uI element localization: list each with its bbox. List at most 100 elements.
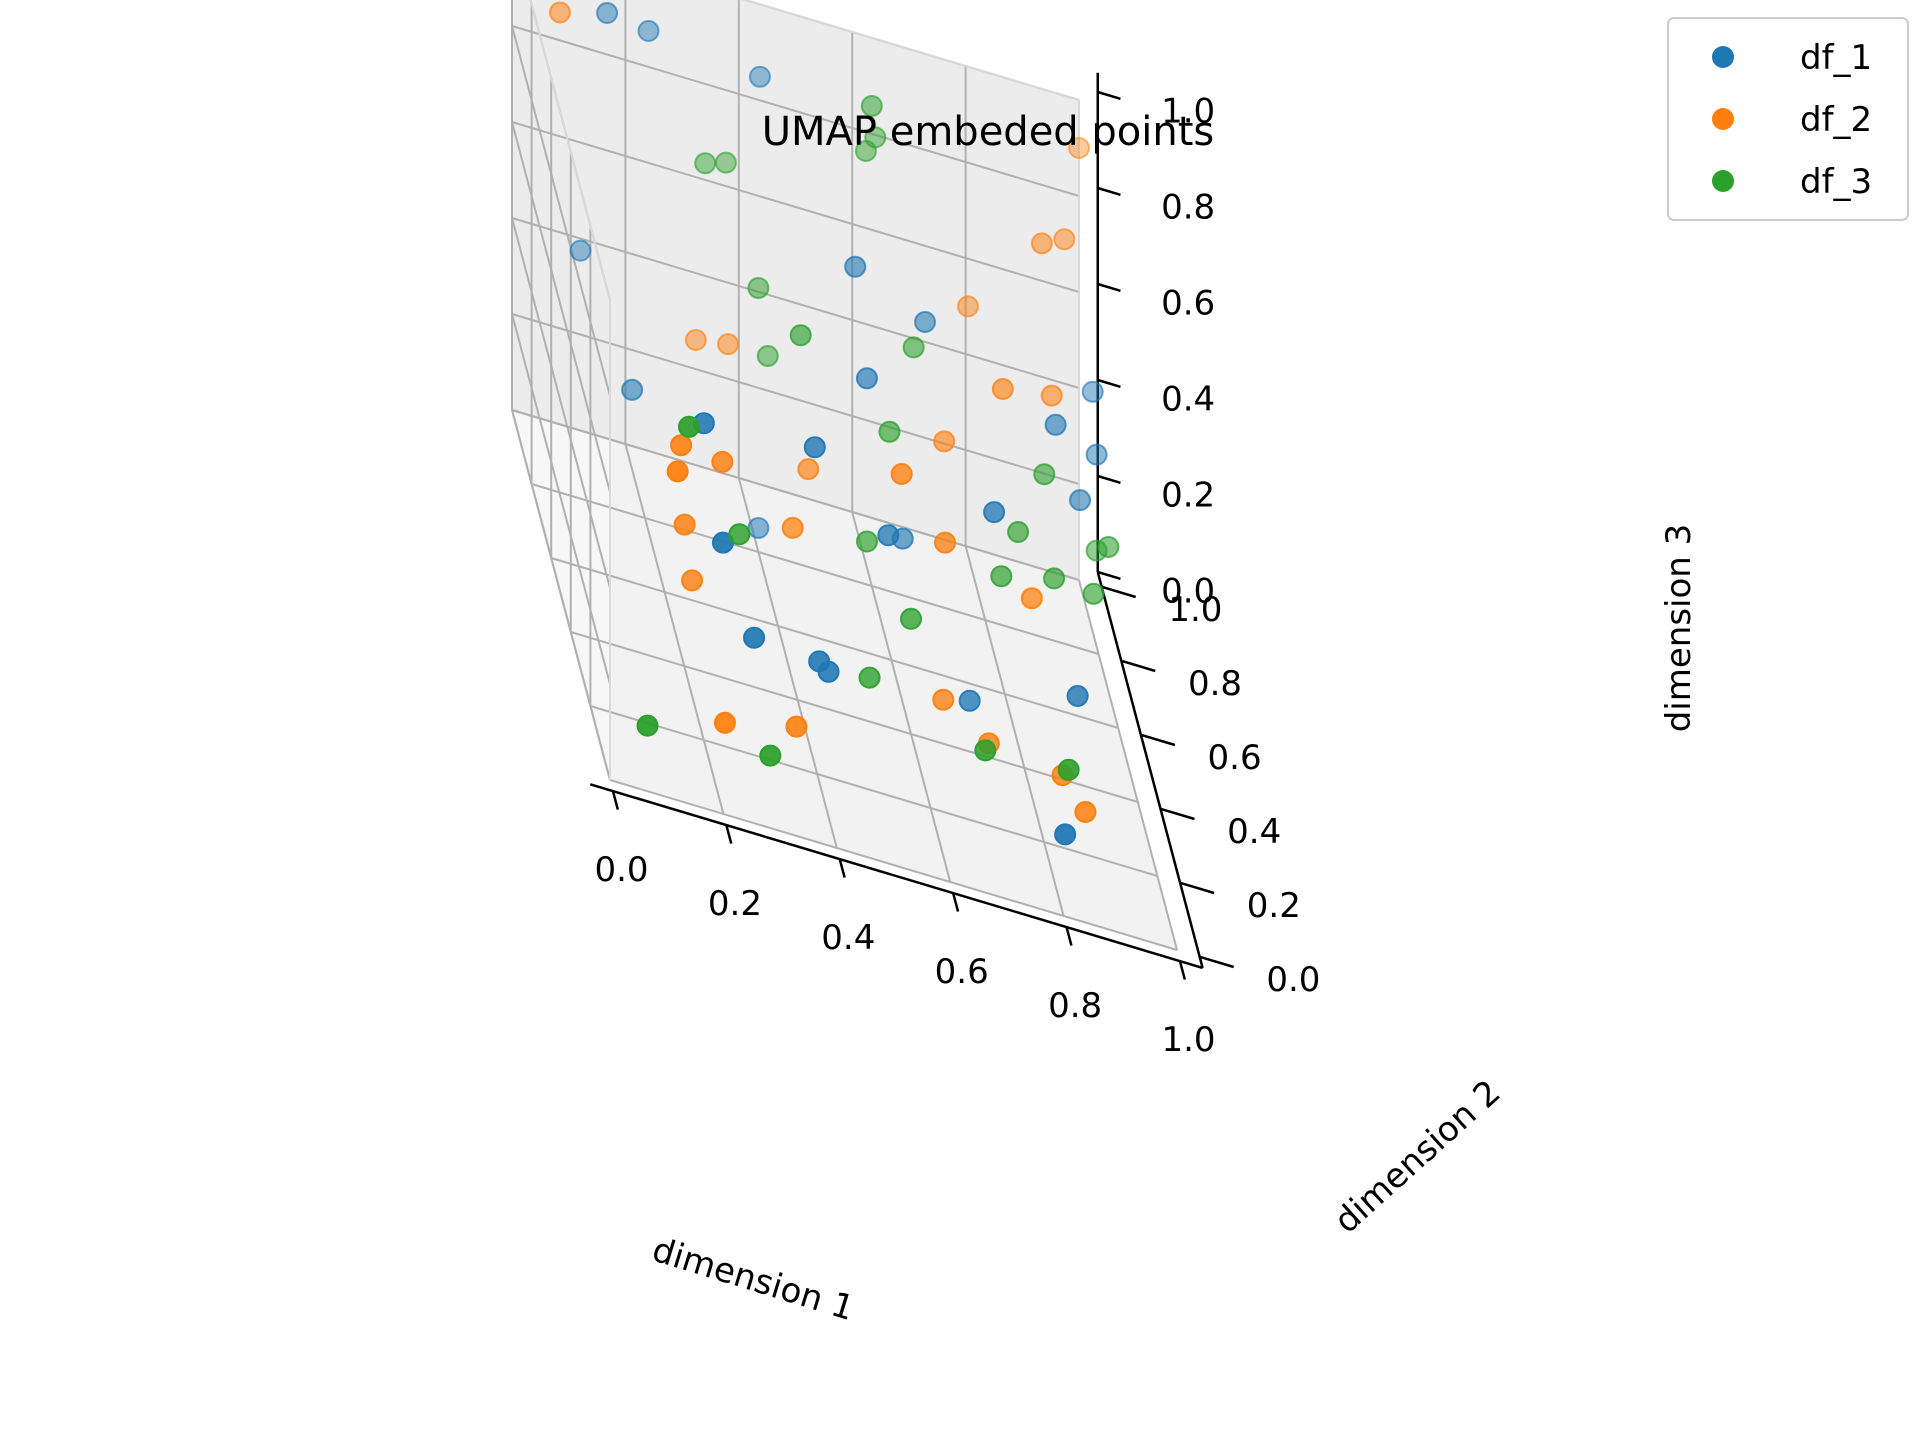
- grid-line: [531, 483, 1099, 655]
- y-tick: [1179, 881, 1215, 895]
- data-point-df-3: [789, 324, 812, 347]
- y-axis-label: dimension 2: [1327, 1072, 1509, 1241]
- data-point-df-2: [1074, 801, 1097, 823]
- data-point-df-1: [1044, 413, 1067, 436]
- data-point-df-3: [974, 739, 997, 762]
- data-point-df-1: [855, 367, 878, 390]
- data-point-df-3: [878, 420, 901, 443]
- x-tick-label: 0.2: [708, 884, 762, 924]
- z-tick-label: 0.0: [1161, 572, 1215, 612]
- y-tick-label: 0.6: [1208, 738, 1262, 778]
- grid-line: [511, 217, 1080, 389]
- x-tick: [838, 858, 846, 878]
- grid-line: [511, 313, 611, 685]
- grid-line: [737, 477, 838, 849]
- legend-marker-df-3: [1712, 170, 1734, 192]
- data-point-df-3: [759, 744, 782, 767]
- data-point-df-2: [933, 430, 956, 453]
- data-point-df-1: [983, 501, 1006, 524]
- data-point-df-3: [756, 345, 779, 367]
- legend-marker-df-1: [1712, 46, 1734, 68]
- z-tick-label: 0.4: [1161, 380, 1215, 420]
- data-point-df-1: [748, 65, 771, 88]
- data-point-df-1: [637, 20, 660, 42]
- data-point-df-3: [1033, 463, 1056, 486]
- x-axis-label: dimension 1: [648, 1230, 859, 1329]
- x-tick: [1178, 960, 1187, 980]
- data-point-df-3: [858, 666, 881, 689]
- y-tick: [1140, 733, 1176, 747]
- z-tick: [1097, 570, 1121, 580]
- data-point-df-2: [1020, 587, 1043, 610]
- data-point-df-3: [990, 565, 1013, 588]
- data-point-df-3: [728, 523, 751, 546]
- y-tick: [1160, 807, 1195, 821]
- data-point-df-3: [1007, 521, 1030, 543]
- grid-line: [511, 313, 1080, 485]
- data-point-df-3: [902, 336, 925, 359]
- data-point-df-2: [1068, 137, 1090, 159]
- data-point-df-1: [743, 626, 766, 649]
- data-point-df-3: [677, 415, 700, 438]
- data-point-df-2: [684, 329, 707, 351]
- data-point-df-2: [956, 295, 979, 318]
- data-point-df-3: [900, 607, 922, 630]
- data-point-df-3: [747, 277, 770, 299]
- data-point-df-3: [1082, 582, 1105, 605]
- x-tick: [951, 892, 960, 912]
- x-tick-label: 0.4: [821, 918, 875, 958]
- data-point-df-1: [1066, 685, 1089, 707]
- data-point-df-1: [1069, 489, 1092, 512]
- data-point-df-3: [1057, 758, 1080, 781]
- data-point-df-2: [1040, 384, 1063, 407]
- z-tick: [1097, 186, 1121, 196]
- grid-lines: [511, 0, 1178, 951]
- grid-line: [511, 409, 611, 781]
- z-axis-label: dimension 3: [1659, 524, 1699, 733]
- y-tick-label: 0.4: [1227, 812, 1281, 852]
- z-tick: [1097, 378, 1121, 388]
- x-tick: [611, 790, 620, 810]
- pane-edge: [741, 0, 1080, 101]
- grid-line: [570, 631, 1139, 803]
- data-point-df-2: [991, 378, 1014, 400]
- scatter-points: [548, 1, 1120, 846]
- data-point-df-2: [681, 569, 704, 592]
- grid-line: [1078, 579, 1178, 951]
- data-point-df-2: [797, 458, 820, 481]
- grid-line: [590, 705, 1158, 877]
- y-tick-label: 0.8: [1188, 664, 1242, 704]
- z-tick-label: 1.0: [1161, 92, 1215, 132]
- data-point-df-2: [934, 531, 957, 554]
- x-axis-line: [589, 783, 1203, 970]
- data-point-df-3: [636, 714, 659, 737]
- data-point-df-2: [717, 333, 740, 356]
- data-point-df-2: [890, 463, 913, 485]
- data-point-df-3: [855, 530, 878, 553]
- axis-ticks: 0.00.20.40.60.81.00.00.20.40.60.81.00.00…: [594, 90, 1320, 1060]
- data-point-df-1: [569, 239, 592, 262]
- data-point-df-3: [714, 151, 737, 174]
- data-point-df-3: [1085, 539, 1108, 562]
- x-tick: [1065, 926, 1073, 946]
- legend-label-df-2: df_2: [1800, 100, 1872, 140]
- data-point-df-3: [854, 140, 877, 162]
- chart-title: UMAP embeded points: [762, 109, 1215, 155]
- x-tick: [725, 824, 733, 844]
- grid-line: [511, 121, 1080, 293]
- data-point-df-2: [670, 434, 693, 457]
- z-tick-label: 0.6: [1161, 284, 1215, 324]
- data-point-df-1: [747, 517, 770, 539]
- legend-label-df-1: df_1: [1800, 38, 1872, 78]
- grid-line: [851, 511, 952, 883]
- legend-marker-df-2: [1712, 108, 1734, 130]
- data-point-df-3: [1043, 567, 1066, 590]
- data-point-df-2: [666, 460, 689, 483]
- grid-line: [511, 25, 611, 397]
- y-axis-line: [1096, 571, 1204, 969]
- grid-line: [511, 121, 611, 493]
- grid-line: [511, 217, 611, 589]
- data-point-df-3: [860, 95, 883, 117]
- grid-line: [964, 545, 1065, 917]
